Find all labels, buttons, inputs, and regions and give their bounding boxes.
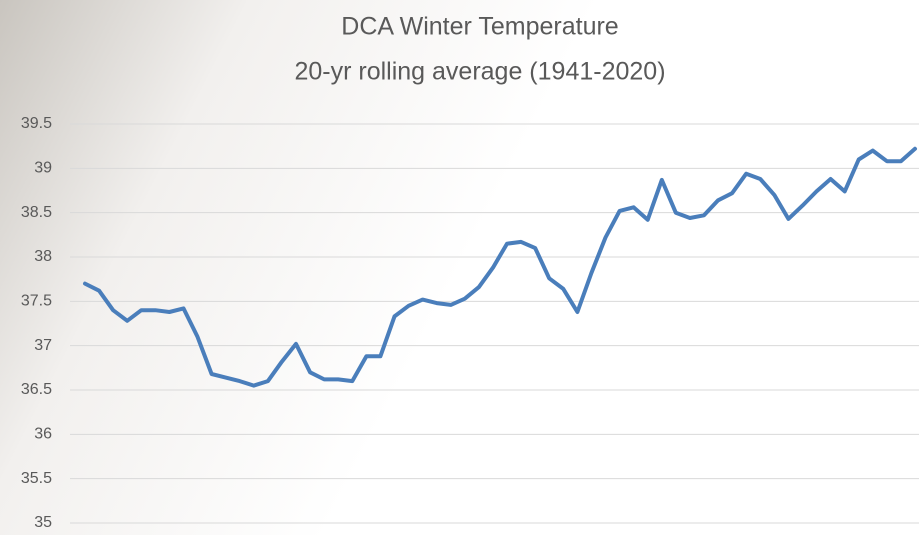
y-tick-label: 37.5 [21, 293, 52, 310]
y-tick-label: 35 [34, 514, 52, 531]
y-tick-label: 38 [34, 248, 52, 265]
chart-title: DCA Winter Temperature [341, 13, 618, 41]
y-tick-label: 39.5 [21, 115, 52, 132]
y-tick-label: 39 [34, 160, 52, 177]
chart-subtitle: 20-yr rolling average (1941-2020) [294, 58, 665, 86]
y-tick-label: 36.5 [21, 381, 52, 398]
y-tick-label: 36 [34, 426, 52, 443]
y-tick-label: 35.5 [21, 470, 52, 487]
chart: DCA Winter Temperature 20-yr rolling ave… [0, 0, 919, 535]
y-tick-label: 38.5 [21, 204, 52, 221]
page: DCA Winter Temperature 20-yr rolling ave… [0, 0, 919, 535]
y-tick-label: 37 [34, 337, 52, 354]
